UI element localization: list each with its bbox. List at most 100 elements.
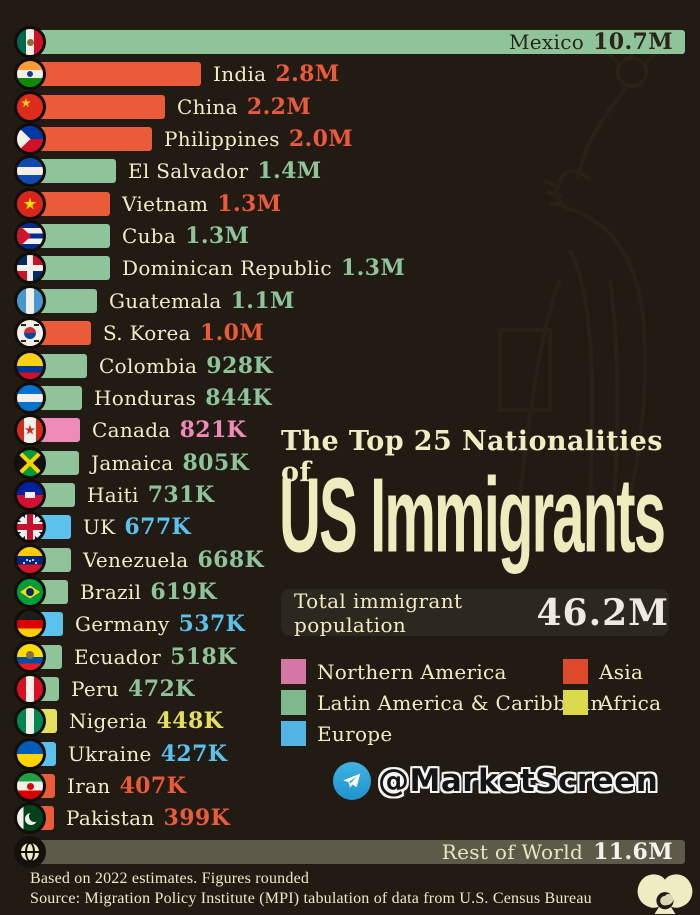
bar-label-peru: Peru 472K (71, 676, 195, 702)
legend-item-northern-america: Northern America (281, 659, 507, 684)
bar-philippines (30, 127, 152, 151)
bar-row-canada: Canada 821K (0, 414, 700, 446)
watermark[interactable]: @MarketScreen (333, 762, 658, 800)
bar-label-guatemala: Guatemala 1.1M (109, 288, 295, 314)
philippines-flag-icon (14, 123, 46, 155)
country-name: India (213, 62, 267, 86)
bar-label-s-korea: S. Korea 1.0M (103, 320, 264, 346)
bar-row-uk: UK 677K (0, 511, 700, 543)
bar-chart: Mexico 10.7M India 2.8M China 2.2M Philippines… (0, 26, 700, 842)
country-value: 1.0M (199, 320, 265, 346)
bar-row-s-korea: S. Korea 1.0M (0, 317, 700, 349)
nigeria-flag-icon (14, 705, 46, 737)
bar-label-uk: UK 677K (83, 514, 191, 540)
vietnam-flag-icon (14, 188, 46, 220)
legend-label-asia: Asia (599, 659, 644, 684)
country-name: Ecuador (74, 645, 162, 669)
country-name: Iran (67, 774, 111, 798)
country-value: 731K (147, 482, 215, 508)
bar-label-ecuador: Ecuador 518K (74, 644, 237, 670)
legend-swatch-northern-america (281, 659, 306, 684)
legend-item-africa: Africa (563, 690, 661, 715)
country-value: 10.7M (593, 29, 673, 55)
bar-label-cuba: Cuba 1.3M (122, 223, 249, 249)
bar-label-dominican-republic: Dominican Republic 1.3M (122, 255, 405, 281)
legend-label-europe: Europe (317, 721, 393, 746)
bar-row-nigeria: Nigeria 448K (0, 705, 700, 737)
bar-label-germany: Germany 537K (75, 611, 245, 637)
bar-label-canada: Canada 821K (92, 417, 246, 443)
mexico-flag-icon (14, 26, 46, 58)
honduras-flag-icon (14, 382, 46, 414)
marketscreen-logo (637, 874, 693, 915)
rest-of-world-label: Rest of World 11.6M (442, 839, 673, 865)
rest-of-world-name: Rest of World (441, 840, 584, 864)
legend-item-latin-america: Latin America & Caribbean (281, 690, 604, 715)
country-name: Haiti (87, 483, 139, 507)
total-population-label: Total immigrant population (294, 588, 463, 637)
guatemala-flag-icon (14, 285, 46, 317)
footnote-source: Source: Migration Policy Institute (MPI)… (30, 890, 592, 907)
country-name: Dominican Republic (122, 256, 332, 280)
country-name: S. Korea (103, 321, 191, 345)
country-name: Colombia (99, 354, 198, 378)
bar-row-brazil: Brazil 619K (0, 576, 700, 608)
country-value: 668K (197, 547, 265, 573)
iran-flag-icon (14, 770, 46, 802)
legend-label-northern-america: Northern America (317, 659, 507, 684)
ecuador-flag-icon (14, 641, 46, 673)
bar-row-pakistan: Pakistan 399K (0, 802, 700, 834)
chart-title-line1: The Top 25 Nationalities of (281, 426, 663, 488)
bar-india (30, 62, 201, 86)
bar-label-el-salvador: El Salvador 1.4M (128, 158, 322, 184)
bar-row-iran: Iran 407K (0, 770, 700, 802)
country-value: 472K (128, 676, 195, 702)
bar-label-haiti: Haiti 731K (87, 482, 214, 508)
globe-icon (14, 836, 46, 868)
country-name: Germany (75, 612, 170, 636)
brazil-flag-icon (14, 576, 46, 608)
bar-row-ukraine: Ukraine 427K (0, 738, 700, 770)
jamaica-flag-icon (14, 447, 46, 479)
country-value: 844K (205, 385, 272, 411)
bar-label-mexico: Mexico 10.7M (509, 29, 673, 55)
telegram-icon[interactable] (333, 762, 371, 800)
watermark-handle[interactable]: @MarketScreen (378, 763, 659, 799)
bar-label-philippines: Philippines 2.0M (164, 126, 353, 152)
uk-flag-icon (14, 511, 46, 543)
china-flag-icon (14, 91, 46, 123)
country-value: 427K (160, 741, 228, 767)
bar-label-iran: Iran 407K (67, 773, 186, 799)
bar-label-jamaica: Jamaica 805K (91, 450, 249, 476)
bar-row-venezuela: Venezuela 668K (0, 544, 700, 576)
country-value: 537K (178, 611, 246, 637)
legend-label-africa: Africa (599, 690, 662, 715)
bar-row-vietnam: Vietnam 1.3M (0, 188, 700, 220)
country-name: Mexico (509, 30, 585, 54)
country-name: Jamaica (91, 451, 174, 475)
country-name: Vietnam (122, 192, 209, 216)
country-value: 399K (163, 805, 231, 831)
india-flag-icon (14, 58, 46, 90)
bar-row-guatemala: Guatemala 1.1M (0, 285, 700, 317)
bar-label-brazil: Brazil 619K (80, 579, 217, 605)
bar-label-vietnam: Vietnam 1.3M (122, 191, 281, 217)
pakistan-flag-icon (14, 802, 46, 834)
country-name: Brazil (80, 580, 142, 604)
total-population-box: Total immigrant population 46.2M (281, 588, 669, 637)
el-salvador-flag-icon (14, 155, 46, 187)
bar-label-venezuela: Venezuela 668K (83, 547, 264, 573)
total-population-value: 46.2M (536, 591, 669, 634)
bar-row-cuba: Cuba 1.3M (0, 220, 700, 252)
haiti-flag-icon (14, 479, 46, 511)
country-value: 518K (170, 644, 237, 670)
country-name: Nigeria (69, 709, 148, 733)
country-name: Ukraine (68, 742, 152, 766)
canada-flag-icon (14, 414, 46, 446)
bar-row-china: China 2.2M (0, 91, 700, 123)
country-value: 1.4M (257, 158, 322, 184)
bar-row-germany: Germany 537K (0, 608, 700, 640)
ukraine-flag-icon (14, 738, 46, 770)
country-name: Venezuela (83, 548, 189, 572)
bar-row-el-salvador: El Salvador 1.4M (0, 155, 700, 187)
